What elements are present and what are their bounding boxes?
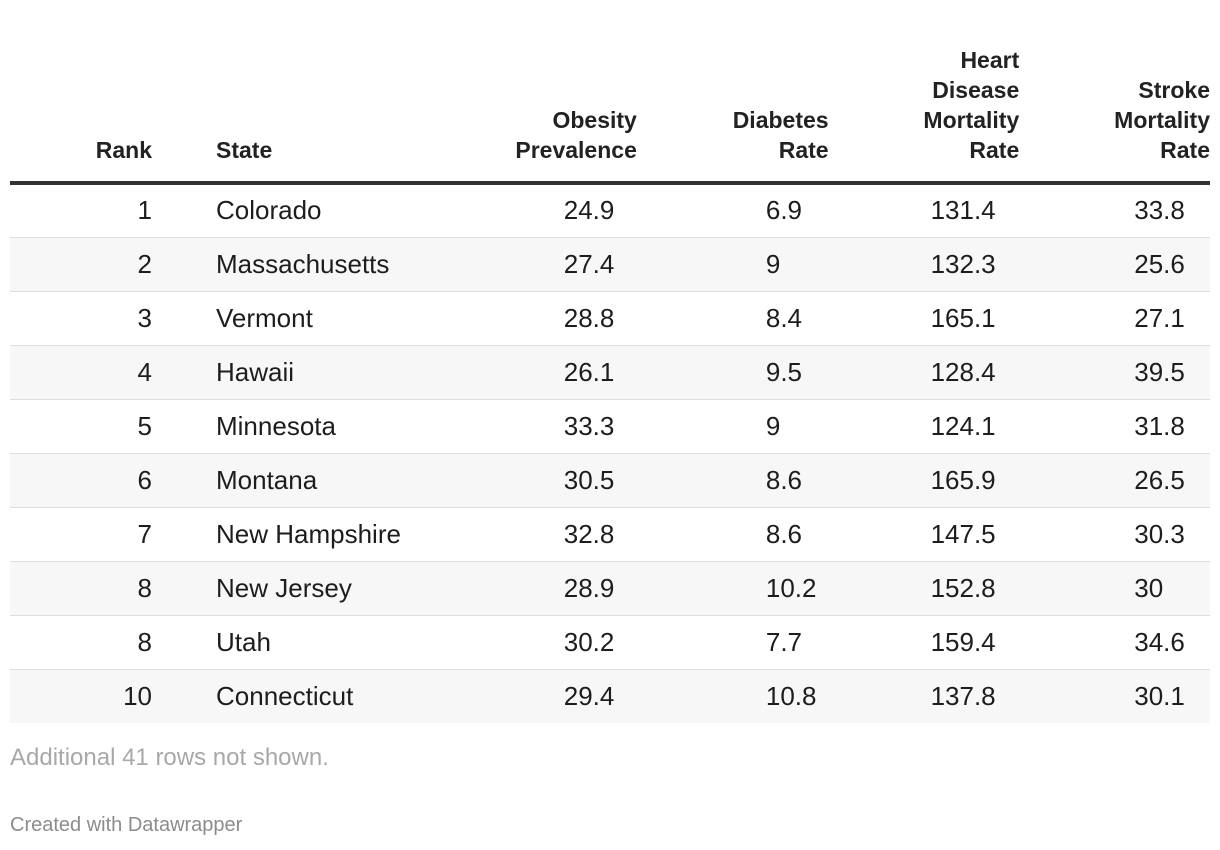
cell-stroke-mortality-rate: 30.1 — [1019, 669, 1210, 723]
cell-state: New Hampshire — [152, 507, 416, 562]
rows-not-shown-note: Additional 41 rows not shown. — [10, 744, 329, 771]
cell-stroke-mortality-rate: 30.3 — [1019, 507, 1210, 562]
table-row: 2 Massachusetts 27.4 9 132.3 25.6 — [10, 237, 1210, 292]
column-header-line: Disease — [932, 77, 1020, 103]
column-header-line: Mortality — [1114, 107, 1210, 133]
column-header-line: Stroke — [1138, 77, 1210, 103]
cell-state: Massachusetts — [152, 237, 416, 292]
cell-heart-disease-mortality-rate: 124.1 — [828, 399, 1020, 454]
cell-stroke-mortality-rate: 33.8 — [1019, 183, 1210, 238]
column-header-line: Obesity — [552, 107, 637, 133]
cell-state: Vermont — [152, 291, 416, 346]
cell-obesity-prevalence: 29.4 — [415, 669, 637, 723]
column-header-line: Diabetes — [732, 107, 829, 133]
cell-rank: 2 — [10, 237, 152, 292]
column-header-line: Rate — [1160, 137, 1210, 163]
cell-obesity-prevalence: 32.8 — [415, 507, 637, 562]
table-row: 8 Utah 30.2 7.7 159.4 34.6 — [10, 615, 1210, 670]
cell-heart-disease-mortality-rate: 137.8 — [828, 669, 1020, 723]
table-body: 1 Colorado 24.9 6.9 131.4 33.8 2 Massachusetts 2… — [10, 183, 1210, 723]
cell-state: New Jersey — [152, 561, 416, 616]
cell-diabetes-rate: 8.6 — [636, 453, 829, 508]
cell-diabetes-rate: 9.5 — [636, 345, 829, 400]
cell-state: Utah — [152, 615, 416, 670]
table-row: 3 Vermont 28.8 8.4 165.1 27.1 — [10, 291, 1210, 346]
cell-state: Colorado — [152, 183, 416, 238]
cell-stroke-mortality-rate: 26.5 — [1019, 453, 1210, 508]
column-header-state: State — [152, 0, 416, 185]
cell-obesity-prevalence: 30.5 — [415, 453, 637, 508]
cell-state: Hawaii — [152, 345, 416, 400]
cell-stroke-mortality-rate: 27.1 — [1019, 291, 1210, 346]
cell-rank: 10 — [10, 669, 152, 723]
cell-obesity-prevalence: 30.2 — [415, 615, 637, 670]
column-header-line: Rate — [969, 137, 1020, 163]
cell-stroke-mortality-rate: 39.5 — [1019, 345, 1210, 400]
table-row: 8 New Jersey 28.9 10.2 152.8 30 — [10, 561, 1210, 616]
cell-diabetes-rate: 6.9 — [636, 183, 829, 238]
column-header-rank: Rank — [10, 0, 152, 185]
cell-rank: 8 — [10, 615, 152, 670]
cell-diabetes-rate: 8.4 — [636, 291, 829, 346]
column-header-line: Prevalence — [515, 137, 637, 163]
column-header-diabetes-rate: Diabetes Rate — [636, 0, 829, 185]
cell-stroke-mortality-rate: 25.6 — [1019, 237, 1210, 292]
cell-obesity-prevalence: 27.4 — [415, 237, 637, 292]
cell-heart-disease-mortality-rate: 131.4 — [828, 183, 1020, 238]
cell-rank: 8 — [10, 561, 152, 616]
cell-state: Minnesota — [152, 399, 416, 454]
cell-state: Connecticut — [152, 669, 416, 723]
cell-diabetes-rate: 10.2 — [636, 561, 829, 616]
cell-obesity-prevalence: 28.8 — [415, 291, 637, 346]
cell-diabetes-rate: 9 — [636, 237, 829, 292]
cell-diabetes-rate: 8.6 — [636, 507, 829, 562]
cell-diabetes-rate: 7.7 — [636, 615, 829, 670]
cell-diabetes-rate: 10.8 — [636, 669, 829, 723]
cell-rank: 1 — [10, 183, 152, 238]
column-header-heart-disease-mortality-rate: Heart Disease Mortality Rate — [828, 0, 1020, 185]
column-header-line: Mortality — [923, 107, 1020, 133]
table-header-row: Rank State Obesity Prevalence Diabetes Rate He… — [10, 0, 1210, 185]
cell-heart-disease-mortality-rate: 128.4 — [828, 345, 1020, 400]
table-row: 7 New Hampshire 32.8 8.6 147.5 30.3 — [10, 507, 1210, 562]
column-header-line: State — [216, 137, 273, 163]
column-header-line: Rank — [95, 137, 152, 163]
cell-stroke-mortality-rate: 31.8 — [1019, 399, 1210, 454]
column-header-obesity-prevalence: Obesity Prevalence — [415, 0, 637, 185]
cell-heart-disease-mortality-rate: 132.3 — [828, 237, 1020, 292]
table-row: 10 Connecticut 29.4 10.8 137.8 30.1 — [10, 669, 1210, 723]
cell-diabetes-rate: 9 — [636, 399, 829, 454]
cell-obesity-prevalence: 26.1 — [415, 345, 637, 400]
cell-stroke-mortality-rate: 30 — [1019, 561, 1210, 616]
cell-obesity-prevalence: 24.9 — [415, 183, 637, 238]
cell-rank: 5 — [10, 399, 152, 454]
cell-heart-disease-mortality-rate: 147.5 — [828, 507, 1020, 562]
cell-rank: 6 — [10, 453, 152, 508]
cell-heart-disease-mortality-rate: 165.9 — [828, 453, 1020, 508]
table-row: 1 Colorado 24.9 6.9 131.4 33.8 — [10, 183, 1210, 238]
column-header-stroke-mortality-rate: Stroke Mortality Rate — [1019, 0, 1210, 185]
column-header-line: Heart — [960, 47, 1020, 73]
data-table-container: Rank State Obesity Prevalence Diabetes Rate He… — [10, 0, 1210, 723]
cell-heart-disease-mortality-rate: 152.8 — [828, 561, 1020, 616]
table-row: 4 Hawaii 26.1 9.5 128.4 39.5 — [10, 345, 1210, 400]
cell-state: Montana — [152, 453, 416, 508]
datawrapper-credit: Created with Datawrapper — [10, 814, 243, 836]
cell-heart-disease-mortality-rate: 165.1 — [828, 291, 1020, 346]
cell-obesity-prevalence: 28.9 — [415, 561, 637, 616]
cell-rank: 4 — [10, 345, 152, 400]
table-row: 6 Montana 30.5 8.6 165.9 26.5 — [10, 453, 1210, 508]
table-row: 5 Minnesota 33.3 9 124.1 31.8 — [10, 399, 1210, 454]
column-header-line: Rate — [778, 137, 829, 163]
cell-rank: 7 — [10, 507, 152, 562]
cell-obesity-prevalence: 33.3 — [415, 399, 637, 454]
health-ranking-table: Rank State Obesity Prevalence Diabetes Rate He… — [10, 0, 1210, 723]
cell-stroke-mortality-rate: 34.6 — [1019, 615, 1210, 670]
cell-rank: 3 — [10, 291, 152, 346]
cell-heart-disease-mortality-rate: 159.4 — [828, 615, 1020, 670]
